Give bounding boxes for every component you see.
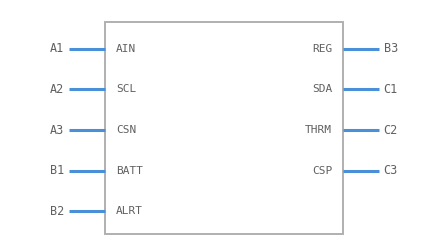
Text: REG: REG bbox=[312, 44, 332, 54]
Text: C2: C2 bbox=[383, 123, 398, 137]
Text: C1: C1 bbox=[383, 83, 398, 96]
Text: B2: B2 bbox=[50, 205, 65, 218]
Text: BATT: BATT bbox=[116, 166, 143, 176]
Text: A2: A2 bbox=[50, 83, 65, 96]
Bar bbox=[105, 22, 343, 234]
Text: SDA: SDA bbox=[312, 84, 332, 94]
Text: AIN: AIN bbox=[116, 44, 136, 54]
Text: B1: B1 bbox=[50, 164, 65, 177]
Text: CSP: CSP bbox=[312, 166, 332, 176]
Text: A3: A3 bbox=[50, 123, 65, 137]
Text: CSN: CSN bbox=[116, 125, 136, 135]
Text: ALRT: ALRT bbox=[116, 206, 143, 216]
Text: A1: A1 bbox=[50, 42, 65, 55]
Text: B3: B3 bbox=[383, 42, 398, 55]
Text: C3: C3 bbox=[383, 164, 398, 177]
Text: SCL: SCL bbox=[116, 84, 136, 94]
Text: THRM: THRM bbox=[305, 125, 332, 135]
